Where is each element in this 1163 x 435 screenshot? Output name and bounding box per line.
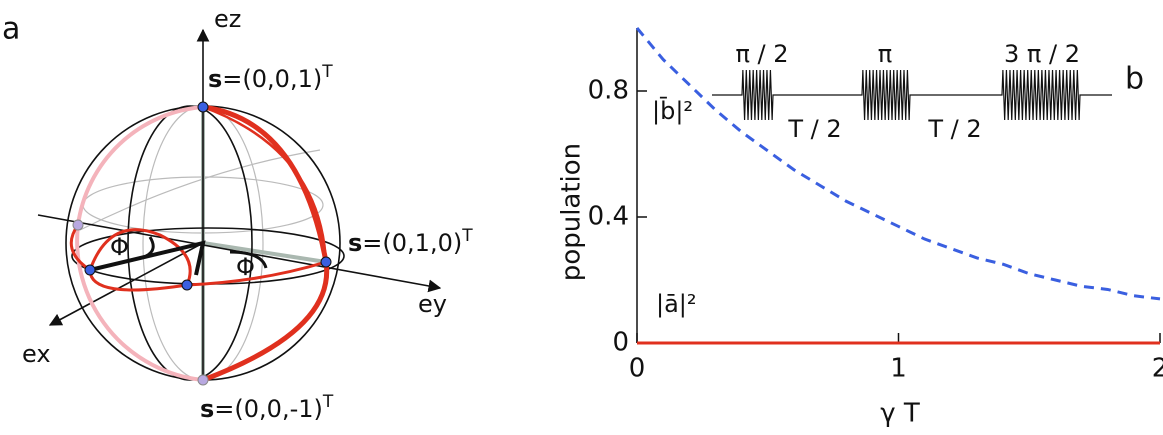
pulse-sequence (712, 69, 1112, 121)
panel-label: b (1125, 62, 1144, 97)
state-label: s=(0,1,0)T (348, 226, 473, 257)
axis-label: ez (214, 5, 241, 33)
x-tick-label: 0 (629, 354, 646, 384)
interval-label: T / 2 (787, 115, 841, 143)
x-axis-label: γ T (880, 399, 920, 429)
legend-label: |ā|² (656, 290, 697, 318)
interval-label: T / 2 (927, 115, 981, 143)
x-tick-label: 1 (890, 354, 907, 384)
angle-label: Φ (236, 253, 255, 281)
axis-label: ex (22, 340, 51, 368)
bloch-sphere (37, 28, 442, 386)
chart: 0 0.4 0.8 0 1 2 (588, 27, 1163, 384)
state-label: s=(0,0,1)T (208, 62, 333, 93)
y-axis-label: population (557, 143, 587, 281)
legend-label: |b̄|² (652, 96, 693, 125)
axis-label: ey (418, 290, 447, 318)
pulse-label: π (878, 40, 892, 68)
y-tick-label: 0 (612, 328, 629, 358)
angle-label: Φ (110, 233, 129, 261)
y-tick-label: 0.4 (588, 202, 629, 232)
panel-label: a (2, 12, 20, 47)
x-tick-label: 2 (1152, 354, 1163, 384)
series-line (635, 27, 1161, 301)
y-tick-label: 0.8 (588, 76, 629, 106)
state-label: s=(0,0,-1)T (200, 392, 334, 423)
pulse-label: π / 2 (735, 40, 788, 68)
pulse-label: 3 π / 2 (1004, 40, 1080, 68)
